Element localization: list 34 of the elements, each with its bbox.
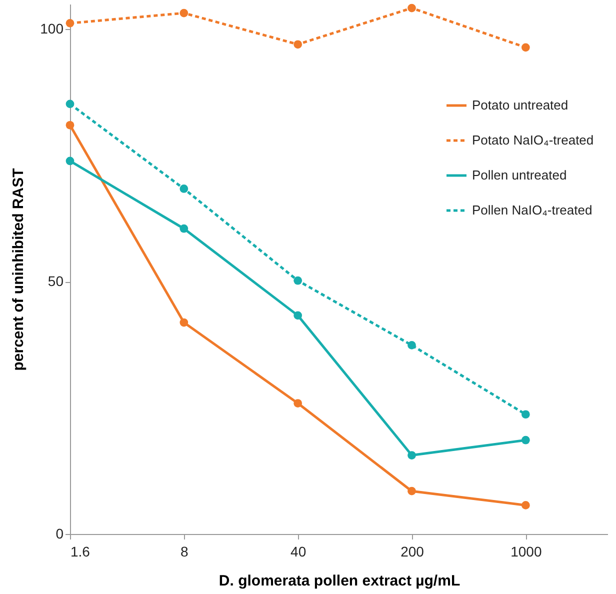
y-axis-title: percent of uninhibited RAST: [10, 168, 28, 371]
y-tick-label: 100: [40, 20, 64, 37]
point: [66, 100, 74, 108]
point: [408, 341, 416, 350]
point: [408, 4, 416, 12]
x-axis-title: D. glomerata pollen extract µg/mL: [218, 572, 460, 590]
point: [521, 43, 530, 52]
x-tick-label: 40: [290, 544, 306, 560]
point: [294, 276, 302, 285]
point: [408, 451, 416, 460]
point: [294, 399, 302, 408]
point: [66, 19, 74, 28]
point: [408, 486, 416, 496]
y-tick-label: 0: [56, 526, 64, 542]
point: [521, 410, 530, 419]
legend-label: Potato NaIO₄-treated: [472, 132, 594, 148]
legend-label: Pollen NaIO₄-treated: [472, 202, 592, 218]
x-tick-label: 1000: [510, 544, 542, 560]
point: [180, 224, 188, 233]
point: [521, 501, 530, 510]
point: [521, 436, 530, 444]
point: [66, 156, 74, 166]
point: [180, 184, 188, 193]
x-tick-label: 1.6: [70, 544, 90, 560]
y-tick-label: 50: [48, 273, 64, 290]
point: [180, 8, 188, 18]
legend-label: Pollen untreated: [472, 168, 567, 182]
legend-label: Potato untreated: [472, 98, 568, 112]
point: [294, 40, 302, 49]
point: [66, 120, 74, 130]
point: [294, 311, 302, 320]
x-tick-label: 200: [400, 544, 424, 560]
point: [180, 318, 188, 327]
x-tick-label: 8: [180, 544, 189, 560]
